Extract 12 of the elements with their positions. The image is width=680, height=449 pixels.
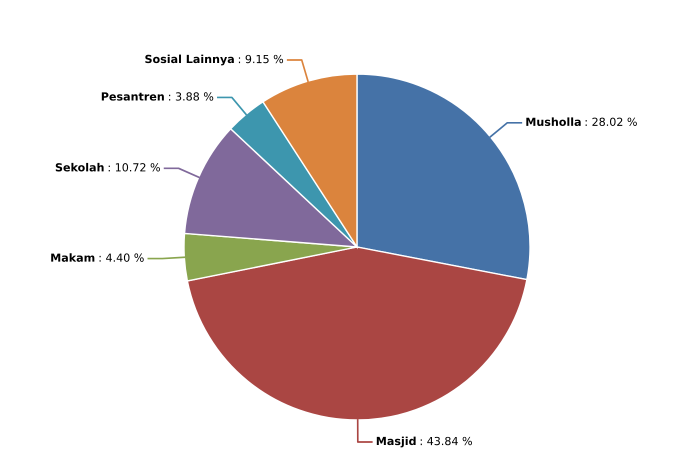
data-label: : 9.15 %: [238, 54, 284, 64]
slice-label: Pesantren: [102, 92, 164, 101]
data-label: : 43.84 %: [420, 436, 472, 446]
data-label: : 3.88 %: [169, 92, 214, 101]
data-label: : 4.40 %: [100, 253, 144, 262]
slice-label: Makam: [51, 253, 94, 262]
slice-label: Sosial Lainnya: [145, 54, 234, 66]
slice-label: Masjid: [376, 436, 416, 448]
slice-label: Sekolah: [56, 162, 104, 172]
data-label: : 10.72 %: [108, 163, 160, 172]
slice-label: Musholla: [526, 117, 581, 126]
data-label: : 28.02 %: [586, 118, 637, 126]
